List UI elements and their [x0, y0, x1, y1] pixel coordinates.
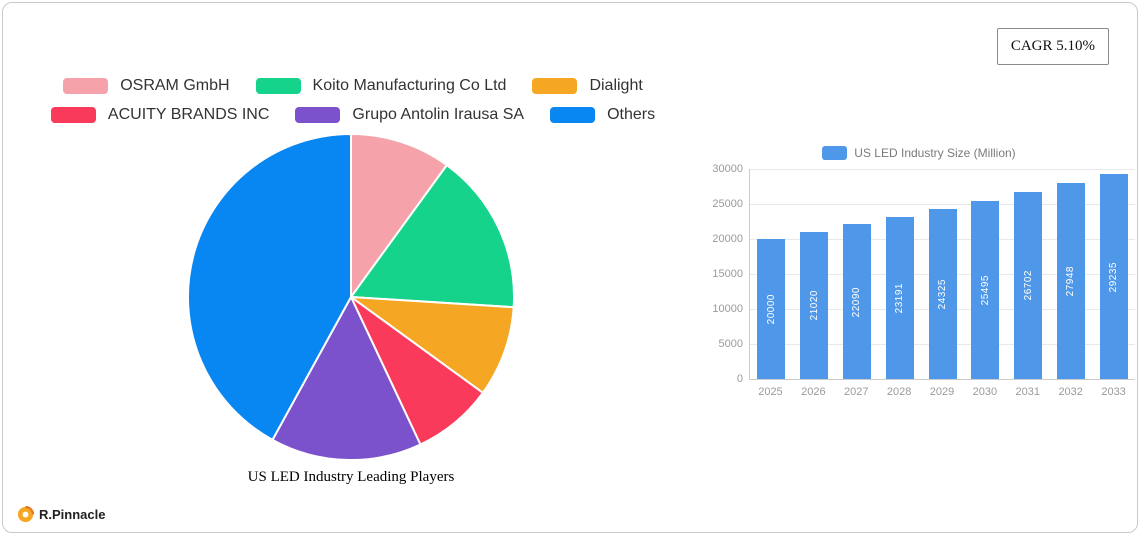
- pie-slice-koito-manufacturing-co-ltd[interactable]: [349, 163, 516, 309]
- bar-column-2027: 22090: [836, 169, 879, 379]
- cagr-badge: CAGR 5.10%: [996, 28, 1109, 65]
- pie-slice-dialight[interactable]: [347, 295, 515, 395]
- legend-item-acuity-brands[interactable]: ACUITY BRANDS INC: [50, 106, 270, 124]
- rpinnacle-logo-icon: [17, 506, 34, 523]
- bar-2031[interactable]: 26702: [1014, 192, 1043, 379]
- legend-swatch-grupo-antolin: [295, 107, 341, 123]
- pie-chart-svg: [187, 132, 516, 462]
- x-axis-tick-label: 2029: [929, 386, 955, 398]
- pie-slice-osram-gmbh[interactable]: [350, 132, 449, 301]
- legend-item-koito[interactable]: Koito Manufacturing Co Ltd: [255, 77, 507, 95]
- bar-2028[interactable]: 23191: [885, 216, 914, 379]
- bar-2029[interactable]: 24325: [928, 208, 957, 379]
- legend-item-osram-gmbh[interactable]: OSRAM GmbH: [63, 77, 230, 95]
- bar-column-2025: 20000: [750, 169, 793, 379]
- bar-column-2029: 24325: [921, 169, 964, 379]
- y-axis-tick-label: 5000: [718, 338, 743, 350]
- bar-column-2028: 23191: [878, 169, 921, 379]
- bar-value-label: 24325: [937, 278, 949, 310]
- bar-column-2031: 26702: [1007, 169, 1050, 379]
- bar-plot-area: 20000 21020 22090 23191 24325 25495 26702 27948…: [749, 168, 1135, 380]
- bar-2025[interactable]: 20000: [757, 239, 786, 379]
- x-axis: 2025 2026 2027 2028 2029 2030 2031 2032 2033: [749, 386, 1135, 398]
- bar-column-2032: 27948: [1049, 169, 1092, 379]
- gridline: [750, 203, 1135, 205]
- bar-value-label: 22090: [851, 286, 863, 317]
- bar-legend-label: US LED Industry Size (Million): [854, 146, 1016, 160]
- y-axis-tick-label: 20000: [712, 233, 743, 245]
- y-axis: 0 5000 10000 15000 20000 25000 30000: [703, 163, 743, 385]
- x-axis-tick-label: 2027: [843, 386, 869, 398]
- pie-chart-caption: US LED Industry Leading Players: [247, 469, 455, 485]
- x-axis-tick-label: 2032: [1058, 386, 1083, 398]
- bar-value-label: 26702: [1022, 270, 1034, 301]
- y-axis-tick-label: 25000: [712, 198, 743, 210]
- legend-swatch-acuity: [50, 107, 96, 123]
- bar-value-label: 29235: [1108, 261, 1120, 292]
- bar-2030[interactable]: 25495: [971, 200, 1000, 379]
- bar-value-label: 27948: [1065, 266, 1077, 297]
- legend-label-dialight: Dialight: [589, 77, 643, 94]
- bars-container: 20000 21020 22090 23191 24325 25495 26702 27948…: [750, 169, 1135, 379]
- gridline: [750, 168, 1135, 170]
- y-axis-tick-label: 10000: [712, 303, 743, 315]
- bar-value-label: 25495: [979, 274, 991, 305]
- legend-swatch-others: [550, 107, 596, 123]
- legend-swatch-osram: [63, 78, 109, 94]
- pie-slice-grupo-antolin-irausa-sa[interactable]: [271, 294, 422, 462]
- pie-legend: OSRAM GmbH Koito Manufacturing Co Ltd Di…: [33, 77, 673, 124]
- bar-plot-wrap: 0 5000 10000 15000 20000 25000 30000 20000 2102…: [703, 163, 1135, 385]
- bar-2033[interactable]: 29235: [1099, 174, 1128, 379]
- bar-column-2030: 25495: [964, 169, 1007, 379]
- bar-value-label: 21020: [808, 290, 820, 321]
- legend-label-osram: OSRAM GmbH: [120, 77, 230, 94]
- x-axis-tick-label: 2031: [1015, 386, 1041, 398]
- y-axis-tick-label: 30000: [712, 163, 743, 175]
- bar-2027[interactable]: 22090: [842, 224, 871, 379]
- legend-item-grupo-antolin[interactable]: Grupo Antolin Irausa SA: [295, 106, 524, 124]
- pie-slice-others[interactable]: [187, 132, 352, 442]
- pie-legend-row-2: ACUITY BRANDS INC Grupo Antolin Irausa S…: [33, 106, 673, 124]
- bar-value-label: 20000: [765, 293, 777, 325]
- x-axis-tick-label: 2026: [801, 386, 826, 398]
- legend-swatch-koito: [255, 78, 301, 94]
- bar-2026[interactable]: 21020: [800, 231, 829, 379]
- bar-value-label: 23191: [894, 282, 906, 313]
- bar-column-2033: 29235: [1092, 169, 1135, 379]
- pie-chart: [179, 125, 523, 469]
- bar-legend-swatch: [822, 146, 848, 160]
- y-axis-tick-label: 15000: [712, 268, 743, 280]
- legend-label-others: Others: [607, 106, 656, 123]
- bar-2032[interactable]: 27948: [1056, 183, 1085, 379]
- x-axis-tick-label: 2030: [972, 386, 998, 398]
- legend-label-grupo-antolin: Grupo Antolin Irausa SA: [352, 106, 525, 123]
- bar-column-2026: 21020: [793, 169, 836, 379]
- legend-item-others[interactable]: Others: [550, 106, 655, 124]
- legend-label-koito: Koito Manufacturing Co Ltd: [312, 77, 507, 94]
- legend-item-dialight[interactable]: Dialight: [532, 77, 643, 95]
- legend-swatch-dialight: [532, 78, 578, 94]
- y-axis-tick-label: 0: [736, 373, 743, 385]
- brand-name: R.Pinnacle: [39, 507, 106, 522]
- legend-label-acuity: ACUITY BRANDS INC: [107, 106, 270, 123]
- x-axis-tick-label: 2028: [886, 386, 912, 398]
- bar-chart-legend[interactable]: US LED Industry Size (Million): [703, 146, 1135, 160]
- x-axis-tick-label: 2025: [758, 386, 783, 398]
- brand-footer: R.Pinnacle: [17, 506, 105, 523]
- bar-chart: US LED Industry Size (Million) 0 5000 1000…: [703, 146, 1135, 398]
- pie-legend-row-1: OSRAM GmbH Koito Manufacturing Co Ltd Di…: [33, 77, 673, 95]
- x-axis-tick-label: 2033: [1101, 386, 1126, 398]
